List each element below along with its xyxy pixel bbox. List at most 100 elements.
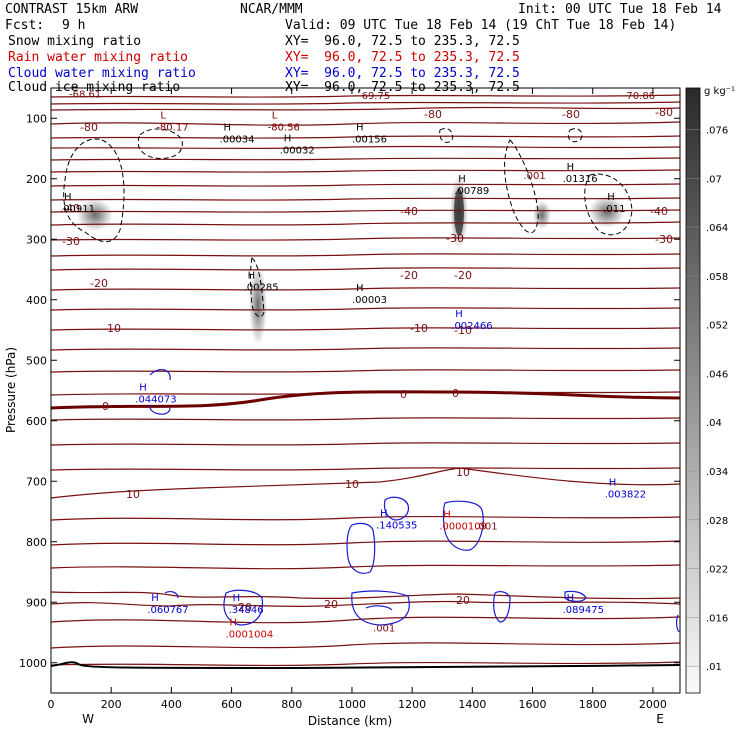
field-cloud-ice-name: Cloud ice mixing ratio [8,80,181,95]
maximum-marker: H [151,593,159,604]
colorbar-tick-label: .07 [706,174,722,185]
contour-value: .001 [524,171,546,182]
y-tick-label: 300 [26,233,47,246]
maximum-value: -80.56 [268,122,300,133]
forecast-hour: 9 h [62,18,86,33]
x-tick-label: 400 [161,698,182,711]
temp-label: 0 [452,387,459,400]
maximum-marker: H [356,283,364,294]
temp-label: -10 [103,322,121,335]
temp-label: -20 [400,269,418,282]
temp-label: -80 [562,108,580,121]
temp-label: 20 [456,594,470,607]
cloud-water-contours [149,368,680,633]
shade-region [533,201,551,229]
colorbar-unit: g kg⁻¹ [704,86,735,97]
x-tick-label: 0 [48,698,55,711]
contour-value: -70.86 [623,91,655,102]
temp-label: -20 [454,269,472,282]
maximum-marker: H [567,593,575,604]
colorbar-tick-label: .046 [706,369,728,380]
field-snow-name: Snow mixing ratio [8,34,142,49]
y-tick-label: 700 [26,475,47,488]
colorbar-tick-label: .022 [706,565,728,576]
x-tick-label: 1800 [579,698,607,711]
zero-isotherm [51,390,680,410]
x-tick-label: 800 [281,698,302,711]
init-time: Init: 00 UTC Tue 18 Feb 14 [518,2,722,17]
plot-frame [50,87,681,694]
x-tick-label: 1400 [458,698,486,711]
maximum-value: .00911 [60,204,95,215]
temp-label: 0 [400,388,407,401]
y-tick-label: 400 [26,294,47,307]
temp-label: -80 [80,121,98,134]
maximum-marker: H [455,309,463,320]
contour-value: .001 [475,522,497,533]
temp-label: -80 [655,106,673,119]
colorbar-tick-label: .064 [706,223,728,234]
y-tick-label: 100 [26,112,47,125]
maximum-value: .00789 [454,186,489,197]
model-title: CONTRAST 15km ARW [5,2,139,17]
maximum-marker: H [609,478,617,489]
maximum-value: .34846 [229,605,264,616]
shade-region [589,196,625,228]
y-tick-label: 200 [26,173,47,186]
maximum-value: .044073 [135,395,176,406]
temp-label: -30 [655,233,673,246]
axes: 0 200 400 600 800 1000 1200 1400 1600 1800 2000100… [19,88,680,711]
temp-label: 20 [324,598,338,611]
temp-label: -30 [446,232,464,245]
maximum-marker: H [567,162,575,173]
maximum-marker: H [380,508,388,519]
colorbar-tick-label: .034 [706,467,728,478]
maximum-marker: H [284,133,292,144]
temp-label: 10 [126,488,140,501]
contour-value: -68.61 [69,90,101,101]
field-cloud-water-xy: XY= 96.0, 72.5 to 235.3, 72.5 [285,66,520,81]
x-tick-label: 2000 [639,698,667,711]
maximum-value: .00285 [244,283,279,294]
temp-label: -40 [650,205,668,218]
contour-value: .001 [373,623,395,634]
colorbar-ticks: .01 .016 .022 .028 .034 .04 .046 .052 .058 .064 .0… [686,125,728,673]
temp-label: -10 [454,324,472,337]
x-end-left: W [82,712,94,726]
cloud-ice-contours [63,127,633,318]
x-tick-label: 200 [101,698,122,711]
temp-label: -80 [424,108,442,121]
temp-label: 10 [345,478,359,491]
field-snow-xy: XY= 96.0, 72.5 to 235.3, 72.5 [285,34,520,49]
maximum-marker: H [356,122,364,133]
forecast-label: Fcst: [5,18,45,33]
lower-contours [51,467,680,608]
maximum-marker: H [607,192,615,203]
temperature-labels: -80 -80 -80 -80 -40 -40 -40 -30 -30 -30 … [62,106,673,614]
maximum-marker: H [233,593,241,604]
maximum-marker: L [272,110,278,121]
maximum-value: .00003 [352,295,387,306]
field-cloud-water-name: Cloud water mixing ratio [8,66,196,81]
temp-label: -40 [400,205,418,218]
contour-value: -69.75 [358,91,390,102]
maximum-value: -80.17 [156,122,188,133]
x-tick-label: 600 [221,698,242,711]
colorbar-tick-label: .058 [706,272,728,283]
shade-core [454,188,464,236]
temp-label: -10 [410,322,428,335]
y-tick-label: 1000 [19,657,47,670]
center-label: NCAR/MMM [240,2,303,17]
temperature-contours [51,94,680,667]
maximum-value: .011 [603,204,625,215]
terrain-surface [51,661,680,669]
maximum-value: .00156 [352,134,387,145]
temp-label: -40 [62,202,80,215]
maximum-value: .060767 [147,605,188,616]
maximum-value: .140535 [376,520,417,531]
shade-region [249,265,267,345]
y-tick-label: 900 [26,596,47,609]
temp-label: 20 [238,601,252,614]
maximum-marker: L [160,110,166,121]
